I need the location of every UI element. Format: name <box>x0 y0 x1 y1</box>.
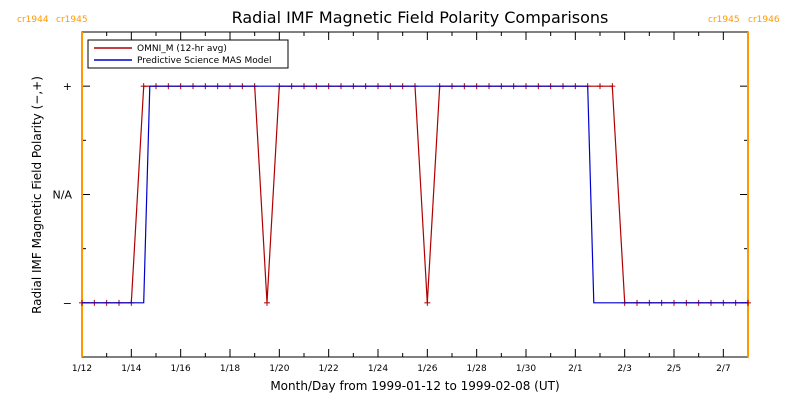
x-tick-label: 1/24 <box>368 364 388 374</box>
x-tick-label: 1/28 <box>467 364 487 374</box>
y-tick-label: + <box>63 80 72 93</box>
x-tick-label: 2/7 <box>716 364 730 374</box>
x-tick-label: 1/14 <box>121 364 141 374</box>
rotation-label-end-left: cr1945 <box>708 15 740 25</box>
x-tick-label: 2/3 <box>617 364 631 374</box>
legend-label-omni: OMNI_M (12-hr avg) <box>137 44 227 54</box>
x-tick-label: 2/1 <box>568 364 582 374</box>
x-axis-ticks: 1/12 1/14 1/16 1/18 1/20 1/22 1/24 1/26 1/28 1/30… <box>72 32 749 374</box>
series-line-omni <box>82 85 748 304</box>
x-tick-label: 1/30 <box>516 364 536 374</box>
y-tick-label: − <box>63 297 72 310</box>
x-tick-label: 1/12 <box>72 364 92 374</box>
data-point <box>597 83 603 90</box>
series-line-mas <box>82 85 748 304</box>
x-tick-label: 2/5 <box>667 364 681 374</box>
y-tick-label: N/A <box>53 189 73 202</box>
y-axis-label: Radial IMF Magnetic Field Polarity (−,+) <box>30 76 44 314</box>
data-point <box>609 83 616 90</box>
data-point <box>424 299 431 306</box>
legend-label-mas: Predictive Science MAS Model <box>137 56 272 66</box>
y-axis-ticks: + N/A − <box>53 31 748 358</box>
legend-box <box>87 39 289 69</box>
chart-title: Radial IMF Magnetic Field Polarity Compa… <box>232 8 609 27</box>
rotation-label-start-right: cr1945 <box>56 15 88 25</box>
x-tick-label: 1/20 <box>269 364 289 374</box>
series-layer <box>79 83 751 306</box>
x-tick-label: 1/26 <box>417 364 437 374</box>
data-point <box>264 299 270 306</box>
data-point <box>140 83 147 90</box>
rotation-label-start-left: cr1944 <box>17 15 49 25</box>
x-tick-label: 1/18 <box>220 364 240 374</box>
legend: OMNI_M (12-hr avg) Predictive Science MA… <box>87 39 289 69</box>
plot-frame <box>81 31 749 358</box>
x-tick-label: 1/16 <box>171 364 191 374</box>
x-axis-label: Month/Day from 1999-01-12 to 1999-02-08 … <box>270 379 559 393</box>
x-tick-label: 1/22 <box>319 364 339 374</box>
rotation-boundaries <box>81 32 749 357</box>
rotation-label-end-right: cr1946 <box>748 15 780 25</box>
